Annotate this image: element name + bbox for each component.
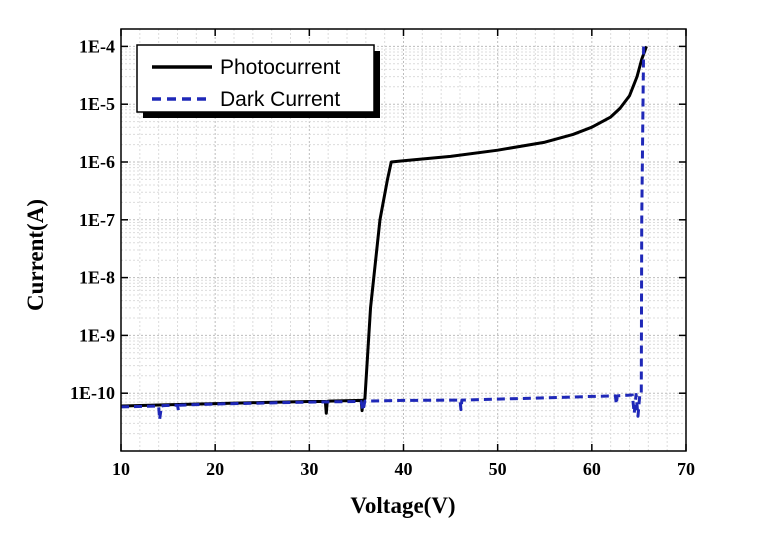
x-tick-label: 60 xyxy=(583,459,601,479)
tick-labels: 10 20 30 40 50 60 70 1E-10 1E-9 1E-8 1E-7 1E-6 1E-5 1… xyxy=(70,36,695,479)
x-tick-label: 30 xyxy=(300,459,318,479)
x-axis-title: Voltage(V) xyxy=(350,493,455,518)
y-tick-label: 1E-5 xyxy=(79,94,115,114)
ticks xyxy=(120,29,687,451)
legend-label-dark-current: Dark Current xyxy=(220,88,340,111)
y-tick-label: 1E-4 xyxy=(79,36,115,56)
x-tick-label: 40 xyxy=(395,459,413,479)
x-tick-label: 20 xyxy=(206,459,224,479)
y-tick-label: 1E-6 xyxy=(79,152,115,172)
y-tick-label: 1E-8 xyxy=(79,268,115,288)
y-tick-label: 1E-7 xyxy=(79,210,115,230)
y-tick-label: 1E-9 xyxy=(79,325,115,345)
legend-box xyxy=(136,44,375,113)
y-axis-title: Current(A) xyxy=(23,199,48,311)
legend: Photocurrent Dark Current xyxy=(136,44,380,118)
series-line-photocurrent xyxy=(120,45,648,415)
series-layer xyxy=(120,44,648,422)
series-line-dark-current xyxy=(120,44,647,422)
x-tick-label: 50 xyxy=(489,459,507,479)
legend-label-photocurrent: Photocurrent xyxy=(220,56,340,79)
y-tick-label: 1E-10 xyxy=(70,383,115,403)
x-tick-label: 70 xyxy=(677,459,695,479)
x-tick-label: 10 xyxy=(112,459,130,479)
